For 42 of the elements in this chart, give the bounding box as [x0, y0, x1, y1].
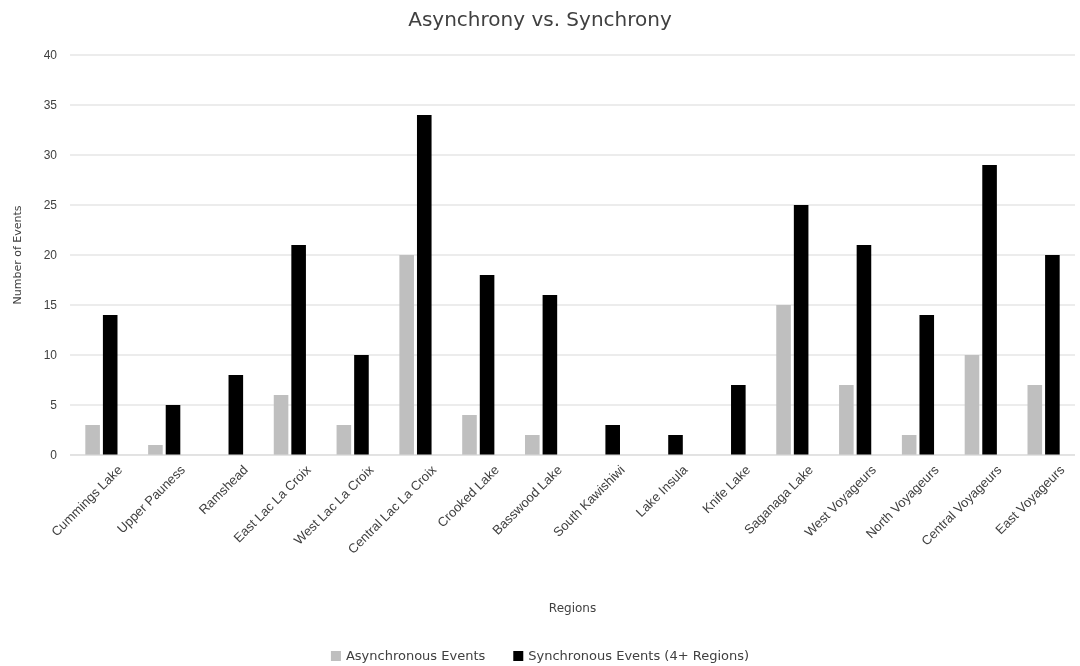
bar — [228, 375, 244, 455]
y-tick-label: 35 — [43, 98, 58, 113]
y-tick-label: 30 — [43, 148, 58, 163]
bar — [982, 165, 997, 455]
bar — [102, 315, 118, 455]
bar — [479, 275, 495, 455]
bar — [668, 435, 683, 455]
bar — [964, 355, 980, 455]
bar — [919, 315, 935, 455]
bar — [462, 415, 477, 455]
y-tick-label: 0 — [50, 448, 58, 463]
bar — [776, 305, 791, 455]
bar — [354, 355, 369, 455]
bar — [148, 445, 163, 455]
bar — [856, 245, 872, 455]
bar — [165, 405, 181, 455]
chart-title: Asynchrony vs. Synchrony — [408, 7, 672, 31]
y-tick-label: 25 — [43, 198, 58, 213]
y-tick-label: 10 — [43, 348, 58, 363]
y-tick-label: 40 — [43, 48, 58, 63]
bar — [901, 435, 917, 455]
bar — [525, 435, 540, 455]
bar — [416, 115, 432, 455]
bar — [85, 425, 100, 455]
bar — [542, 295, 558, 455]
bar — [399, 255, 414, 455]
y-tick-label: 20 — [43, 248, 58, 263]
y-tick-label: 5 — [50, 398, 58, 413]
bar — [731, 385, 746, 455]
legend-label: Asynchronous Events — [345, 648, 486, 663]
y-axis-title: Number of Events — [11, 205, 24, 305]
bar — [273, 395, 289, 455]
bar — [1045, 255, 1060, 455]
legend-label: Synchronous Events (4+ Regions) — [528, 648, 750, 663]
x-axis-title: Regions — [548, 601, 597, 615]
bar — [793, 205, 809, 455]
bar — [605, 425, 620, 455]
bar — [839, 385, 854, 455]
bar — [336, 425, 352, 455]
bar — [291, 245, 306, 455]
y-tick-label: 15 — [43, 298, 58, 313]
bar — [1027, 385, 1043, 455]
